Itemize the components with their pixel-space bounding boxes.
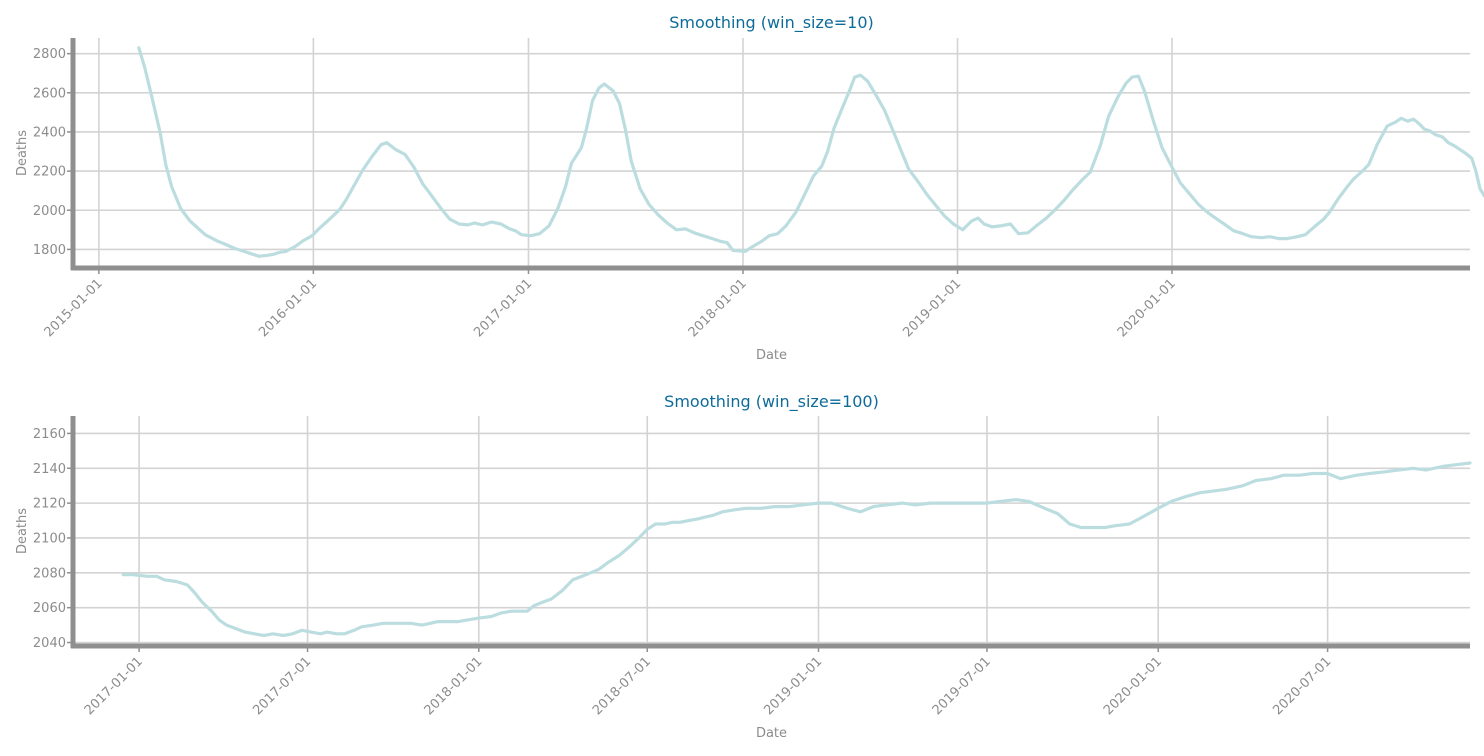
y-tick-label: 2800 bbox=[33, 47, 66, 62]
grid-lines bbox=[73, 38, 1470, 268]
x-tick-label: 2017-07-01 bbox=[250, 654, 314, 718]
chart-title: Smoothing (win_size=100) bbox=[664, 392, 879, 412]
y-tick-label: 2060 bbox=[33, 601, 66, 616]
x-tick-label: 2017-01-01 bbox=[82, 654, 146, 718]
y-tick-label: 2160 bbox=[33, 427, 66, 442]
x-tick-label: 2019-07-01 bbox=[930, 654, 994, 718]
y-tick-label: 2120 bbox=[33, 497, 66, 512]
x-tick-label: 2019-01-01 bbox=[761, 654, 825, 718]
x-tick-label: 2015-01-01 bbox=[42, 276, 106, 340]
chart-title: Smoothing (win_size=10) bbox=[669, 13, 874, 33]
y-tick-label: 2080 bbox=[33, 566, 66, 581]
x-tick-label: 2020-01-01 bbox=[1101, 654, 1165, 718]
x-axis-label: Date bbox=[756, 726, 787, 741]
y-tick-label: 1800 bbox=[33, 243, 66, 258]
x-tick-label: 2018-01-01 bbox=[422, 654, 486, 718]
grid-lines bbox=[73, 416, 1470, 646]
y-axis-label: Deaths bbox=[15, 130, 30, 176]
x-tick-label: 2020-07-01 bbox=[1270, 654, 1334, 718]
x-axis-label: Date bbox=[756, 348, 787, 363]
series-line bbox=[137, 46, 1484, 258]
x-tick-label: 2018-01-01 bbox=[686, 276, 750, 340]
series-line bbox=[121, 461, 1472, 638]
x-tick-label: 2018-07-01 bbox=[590, 654, 654, 718]
y-tick-label: 2200 bbox=[33, 165, 66, 180]
chart-panel-win10: 1800 2000 2200 2400 2600 2800 2015-01-01 2016-0… bbox=[15, 13, 1484, 363]
x-tick-label: 2016-01-01 bbox=[256, 276, 320, 340]
x-tick-label: 2017-01-01 bbox=[471, 276, 535, 340]
x-tick-label: 2019-01-01 bbox=[900, 276, 964, 340]
y-tick-label: 2400 bbox=[33, 125, 66, 140]
y-tick-label: 2000 bbox=[33, 204, 66, 219]
y-tick-label: 2140 bbox=[33, 462, 66, 477]
chart-panel-win100: 2040 2060 2080 2100 2120 2140 2160 2017-01-01 20… bbox=[15, 392, 1472, 741]
y-axis-label: Deaths bbox=[15, 508, 30, 554]
y-tick-label: 2040 bbox=[33, 636, 66, 651]
y-tick-label: 2100 bbox=[33, 531, 66, 546]
y-tick-label: 2600 bbox=[33, 86, 66, 101]
x-tick-label: 2020-01-01 bbox=[1115, 276, 1179, 340]
